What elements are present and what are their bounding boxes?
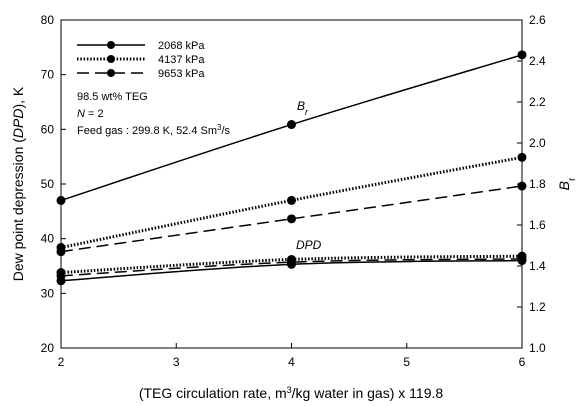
x-axis-title: (TEG circulation rate, m3/kg water in ga… — [139, 385, 444, 401]
y2-tick-label: 1.4 — [529, 259, 546, 273]
y2-tick-label: 1.2 — [529, 300, 546, 314]
data-point-br-9653 — [56, 247, 66, 257]
y-tick-label: 80 — [41, 13, 55, 27]
data-point-br-4137 — [287, 195, 296, 205]
legend-marker-2068 — [107, 41, 115, 49]
y-axis-title: Dew point depression (DPD), K — [10, 86, 26, 281]
data-point-br-2068 — [56, 195, 66, 205]
series-dpd-9653 — [56, 254, 527, 281]
y2-axis-title: Br — [556, 177, 578, 190]
legend-item-9653: 9653 kPa — [77, 68, 205, 80]
data-point-dpd-9653 — [287, 257, 296, 267]
series-br-9653 — [56, 181, 527, 257]
y-tick-label: 60 — [41, 122, 55, 136]
series-br-4137 — [56, 152, 527, 253]
x-tick-label: 5 — [403, 355, 410, 369]
y2-tick-label: 2.0 — [529, 136, 546, 150]
conditions-note: 98.5 wt% TEG N = 2 Feed gas : 299.8 K, 5… — [77, 91, 231, 137]
legend-label-2068: 2068 kPa — [158, 40, 205, 52]
data-point-dpd-9653 — [56, 271, 66, 281]
dpd-curve-label: DPD — [296, 238, 322, 252]
y-tick-label: 40 — [41, 232, 55, 246]
data-point-br-4137 — [517, 152, 527, 162]
y2-tick-label: 1.8 — [529, 177, 546, 191]
note-teg: 98.5 wt% TEG — [77, 91, 148, 103]
y-tick-label: 70 — [41, 68, 55, 82]
series-layer — [56, 50, 527, 286]
note-stages: N = 2 — [77, 108, 104, 120]
legend-label-9653: 9653 kPa — [158, 68, 205, 80]
y2-tick-label: 1.0 — [529, 341, 546, 355]
legend-marker-4137 — [107, 55, 115, 63]
y2-tick-label: 2.4 — [529, 54, 546, 68]
data-point-br-9653 — [287, 214, 296, 224]
x-tick-label: 4 — [288, 355, 295, 369]
y2-tick-label: 2.6 — [529, 13, 546, 27]
legend-item-4137: 4137 kPa — [77, 54, 205, 66]
data-point-br-2068 — [287, 120, 296, 130]
data-point-dpd-9653 — [517, 254, 527, 264]
legend-label-4137: 4137 kPa — [158, 54, 205, 66]
note-feed-gas: Feed gas : 299.8 K, 52.4 Sm3/s — [77, 123, 231, 138]
y2-tick-label: 2.2 — [529, 95, 546, 109]
y-tick-label: 30 — [41, 286, 55, 300]
tick-labels: 2 3 4 5 6 20 30 40 50 60 70 80 1.0 1.2 1.4 1.6 1.8 2.0 2.2… — [41, 13, 546, 369]
series-line-dpd-4137 — [60, 254, 523, 275]
x-tick-label: 3 — [173, 355, 180, 369]
legend-marker-9653 — [107, 69, 115, 77]
y-tick-label: 20 — [41, 341, 55, 355]
tick-marks — [60, 19, 523, 349]
series-line-dpd-9653 — [60, 258, 523, 277]
y-tick-label: 50 — [41, 177, 55, 191]
series-br-2068 — [56, 50, 527, 205]
plot-frame — [60, 19, 523, 349]
br-curve-label: Br — [297, 99, 309, 117]
legend-item-2068: 2068 kPa — [77, 40, 205, 52]
data-point-br-9653 — [517, 181, 527, 191]
x-tick-label: 2 — [58, 355, 65, 369]
y2-tick-label: 1.6 — [529, 218, 546, 232]
legend: 2068 kPa 4137 kPa 9653 kPa — [77, 40, 205, 80]
x-tick-label: 6 — [519, 355, 526, 369]
series-line-br-9653 — [60, 185, 523, 253]
data-point-br-2068 — [517, 50, 527, 60]
